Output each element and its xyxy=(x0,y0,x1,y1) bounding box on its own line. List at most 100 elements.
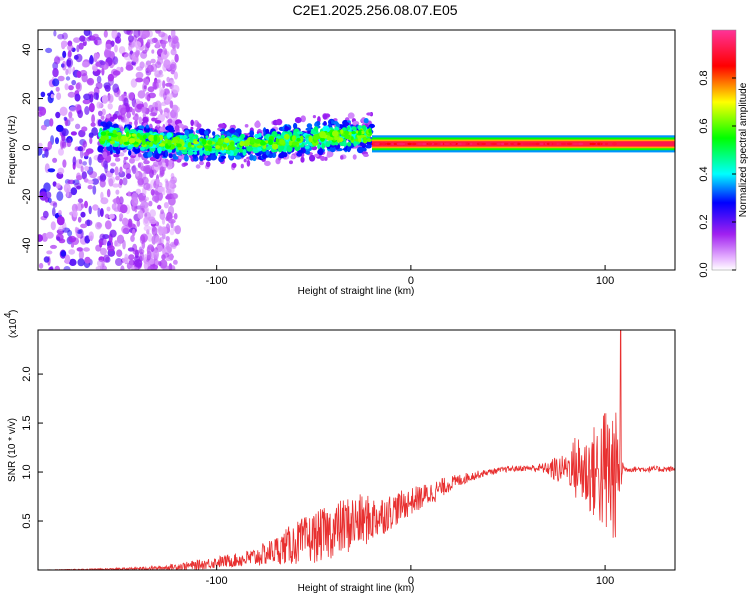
signal-fleck xyxy=(393,142,397,146)
noise-blob xyxy=(141,176,149,185)
noise-blob xyxy=(63,266,71,270)
band-blob xyxy=(333,121,339,125)
snr-series-line xyxy=(38,330,675,570)
band-blob xyxy=(254,121,261,128)
band-blob xyxy=(158,143,166,147)
band-blob xyxy=(346,141,352,147)
noise-blob xyxy=(103,254,110,263)
noise-blob xyxy=(62,50,67,59)
noise-blob xyxy=(149,219,157,225)
band-blob xyxy=(366,112,372,116)
noise-blob xyxy=(154,260,160,266)
noise-blob xyxy=(56,216,65,226)
noise-blob xyxy=(77,198,84,203)
noise-blob xyxy=(76,247,83,252)
noise-blob xyxy=(99,241,103,248)
noise-blob xyxy=(92,185,97,195)
noise-blob xyxy=(77,258,85,267)
noise-blob xyxy=(80,203,85,209)
signal-fleck xyxy=(492,142,497,146)
signal-fleck xyxy=(546,142,550,146)
band-blob xyxy=(268,139,273,146)
noise-blob xyxy=(118,95,123,101)
x-tick-label: -100 xyxy=(206,275,228,287)
noise-blob xyxy=(94,39,98,45)
signal-fleck xyxy=(407,142,412,146)
noise-blob xyxy=(127,247,135,252)
band-blob xyxy=(271,143,279,150)
band-blob xyxy=(317,143,321,150)
band-blob xyxy=(148,134,155,142)
signal-fleck xyxy=(572,142,579,146)
noise-blob xyxy=(159,166,165,175)
noise-blob xyxy=(70,187,78,196)
noise-blob xyxy=(75,82,81,90)
noise-blob xyxy=(131,196,139,207)
y-tick-label: -40 xyxy=(21,238,33,254)
band-blob xyxy=(352,154,357,160)
noise-blob xyxy=(163,202,169,209)
noise-blob xyxy=(68,85,74,91)
band-blob xyxy=(136,132,141,138)
snr-frame xyxy=(37,329,676,571)
noise-blob xyxy=(160,209,165,215)
noise-blob xyxy=(159,87,165,95)
noise-blob xyxy=(52,67,59,78)
band-blob xyxy=(309,154,316,162)
noise-blob xyxy=(114,44,118,53)
band-blob xyxy=(228,145,234,151)
signal-fleck xyxy=(517,142,521,146)
noise-blob xyxy=(88,30,93,37)
signal-fleck xyxy=(560,142,567,146)
band-blob xyxy=(266,146,271,151)
noise-blob xyxy=(102,234,110,240)
noise-blob xyxy=(165,236,170,242)
x-tick-label: 0 xyxy=(408,275,414,287)
band-blob xyxy=(203,151,210,155)
band-blob xyxy=(254,138,262,144)
band-blob xyxy=(279,139,286,145)
band-blob xyxy=(249,137,256,144)
noise-blob xyxy=(62,159,67,168)
band-blob xyxy=(142,134,147,140)
noise-blob xyxy=(157,191,163,202)
band-blob xyxy=(259,141,267,146)
band-blob xyxy=(98,146,105,150)
noise-blob xyxy=(152,101,158,108)
noise-blob xyxy=(101,108,106,116)
band-blob xyxy=(305,127,312,131)
noise-blob xyxy=(107,103,113,110)
noise-blob xyxy=(169,228,175,236)
noise-blob xyxy=(49,265,54,270)
band-blob xyxy=(329,146,336,153)
noise-blob xyxy=(77,109,83,119)
noise-blob xyxy=(52,207,56,217)
band-blob xyxy=(366,138,372,143)
noise-blob xyxy=(60,40,68,48)
noise-blob xyxy=(151,49,155,54)
noise-blob xyxy=(111,203,117,211)
noise-blob xyxy=(120,107,127,115)
band-blob xyxy=(286,145,293,153)
noise-blob xyxy=(56,124,64,132)
noise-blob xyxy=(87,179,94,185)
noise-blob xyxy=(104,43,113,50)
band-blob xyxy=(217,137,222,145)
noise-blob xyxy=(67,44,74,52)
noise-blob xyxy=(81,126,88,132)
noise-blob xyxy=(100,191,104,200)
noise-blob xyxy=(167,205,175,216)
band-blob xyxy=(344,134,351,140)
y-tick-label: 1.5 xyxy=(21,415,33,430)
noise-blob xyxy=(46,250,53,255)
noise-blob xyxy=(88,56,94,65)
band-blob xyxy=(204,145,211,149)
noise-blob xyxy=(107,245,115,252)
noise-blob xyxy=(59,106,68,117)
noise-blob xyxy=(144,206,150,214)
band-blob xyxy=(343,141,347,147)
noise-blob xyxy=(52,78,60,87)
noise-blob xyxy=(131,228,136,237)
noise-blob xyxy=(54,265,60,270)
signal-fleck xyxy=(528,142,533,146)
